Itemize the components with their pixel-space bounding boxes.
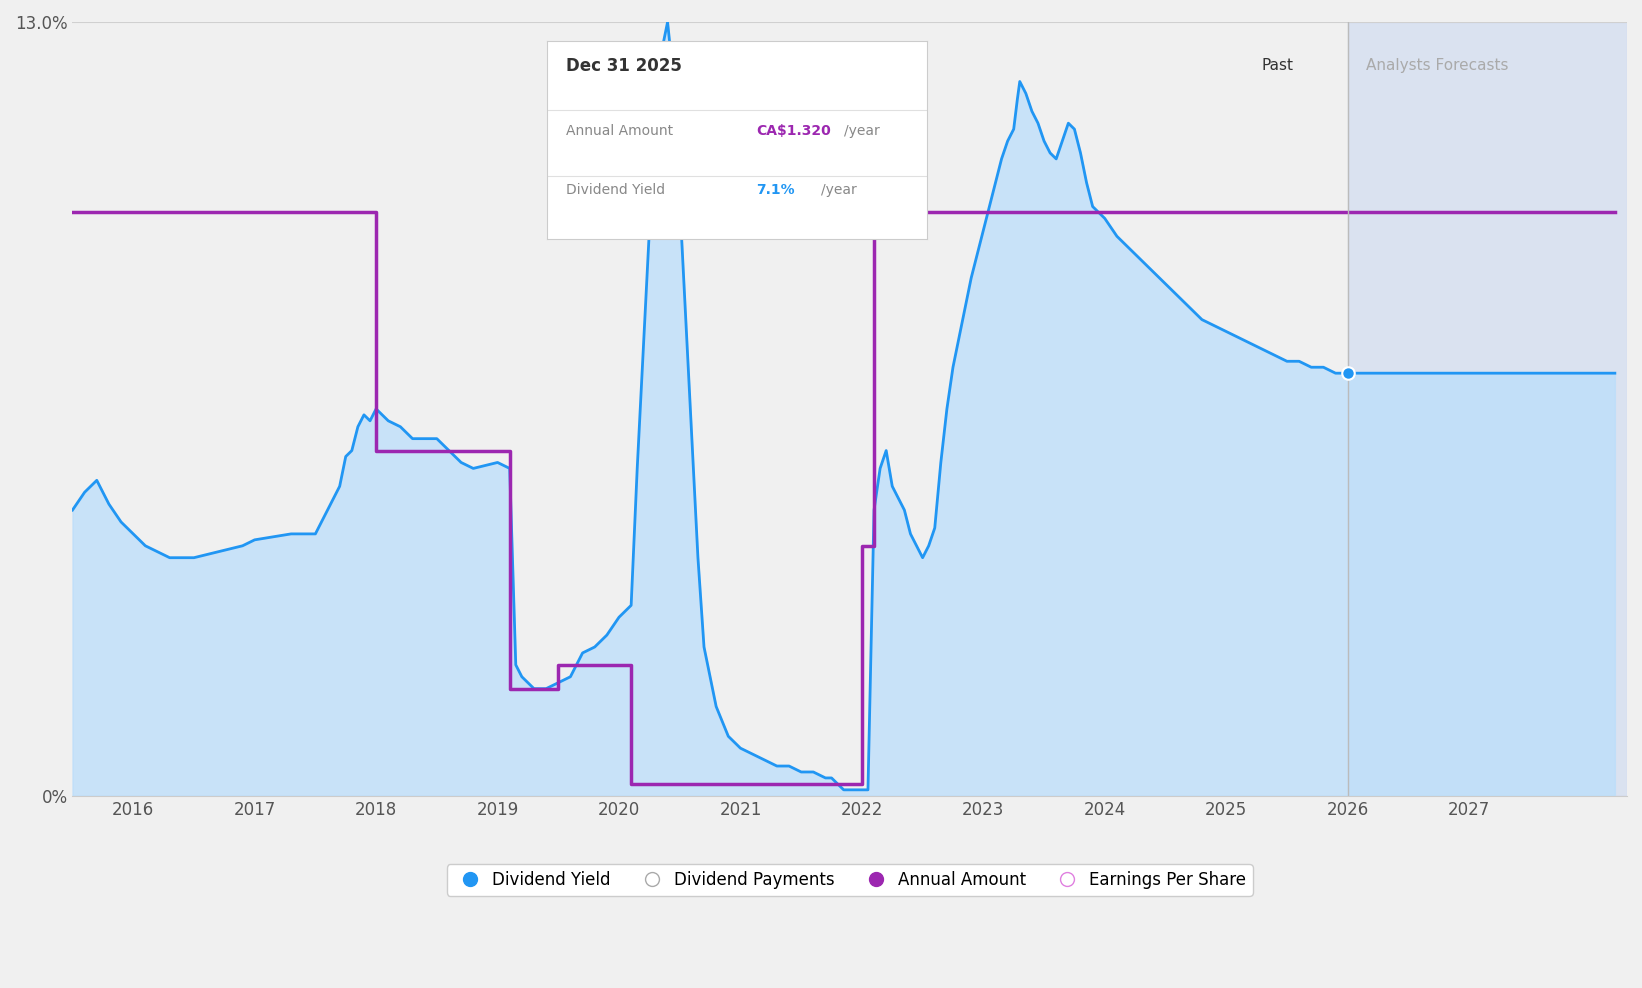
Text: Past: Past (1261, 57, 1292, 73)
Text: Analysts Forecasts: Analysts Forecasts (1366, 57, 1509, 73)
Bar (1348, 22, 1627, 795)
Legend: Dividend Yield, Dividend Payments, Annual Amount, Earnings Per Share: Dividend Yield, Dividend Payments, Annua… (447, 864, 1253, 896)
